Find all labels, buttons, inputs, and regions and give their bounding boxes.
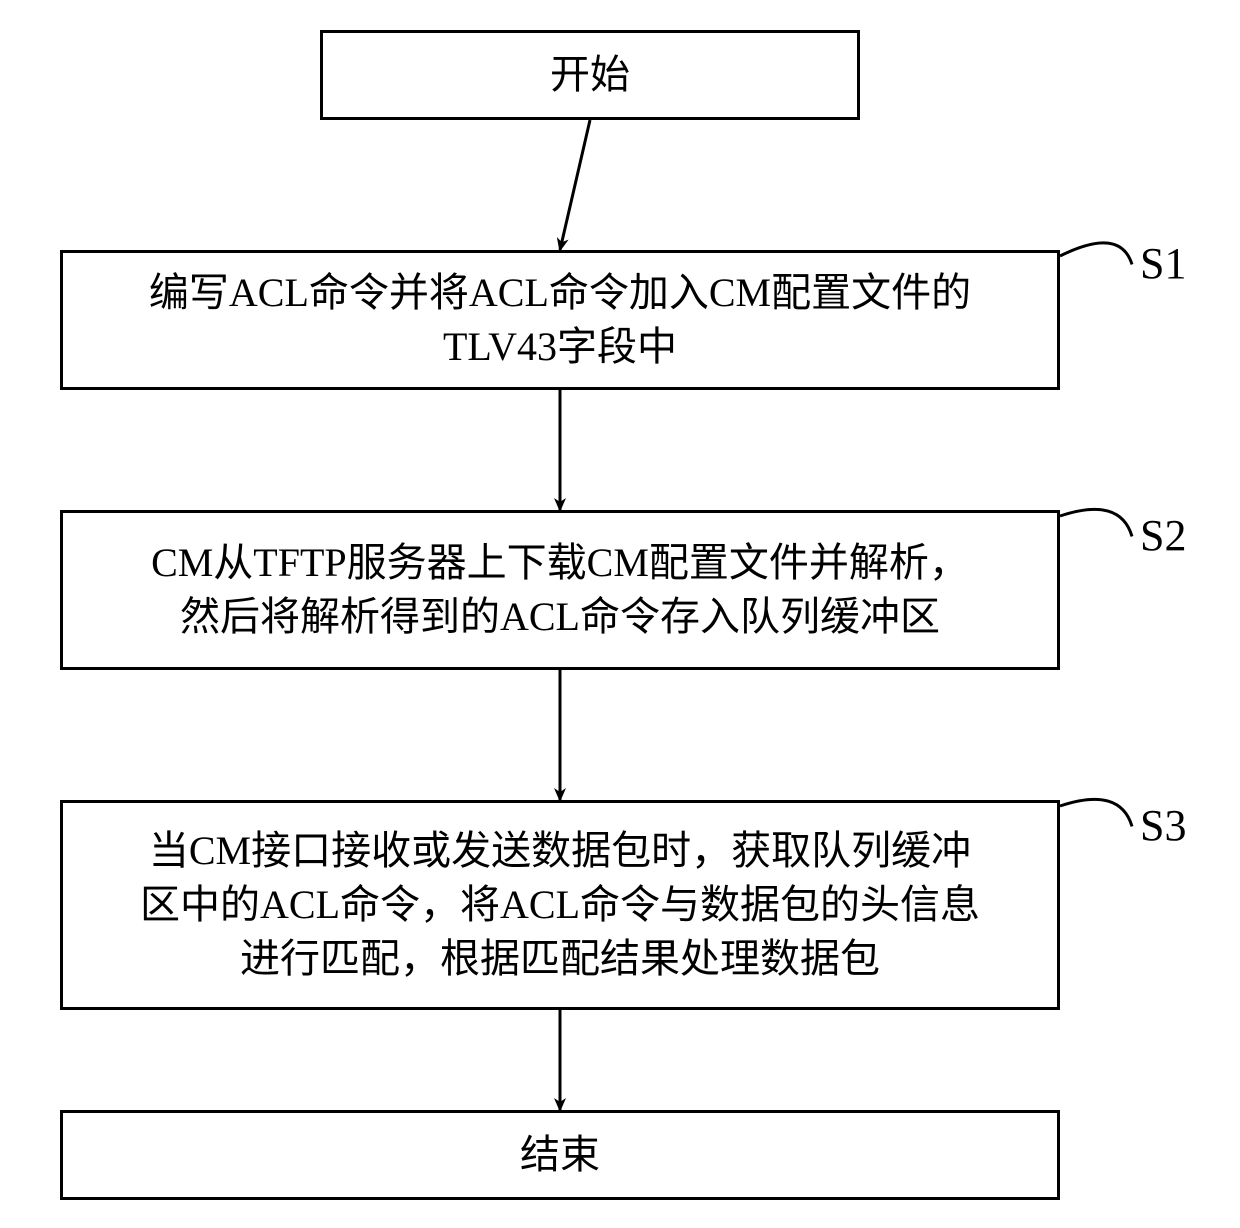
label-connector: [1060, 509, 1132, 536]
label-connector: [1060, 799, 1132, 826]
label-connector: [1060, 243, 1132, 265]
flow-arrow: [560, 120, 590, 250]
arrow-layer: [0, 0, 1240, 1228]
flowchart-canvas: 开始 编写ACL命令并将ACL命令加入CM配置文件的TLV43字段中 CM从TF…: [0, 0, 1240, 1228]
